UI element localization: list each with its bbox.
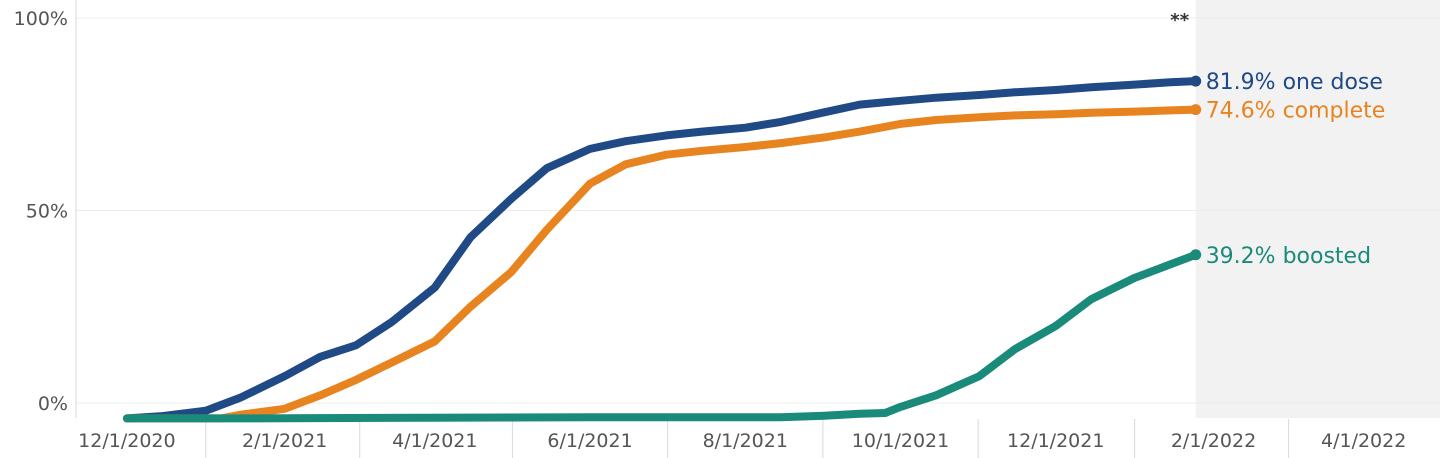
- series-end-label: 39.2% boosted: [1206, 244, 1371, 269]
- series-lines: 81.9% one dose 74.6% complete 39.2% booste…: [122, 70, 1386, 423]
- series-end-label: 81.9% one dose: [1206, 70, 1383, 95]
- y-tick-label: 100%: [14, 8, 68, 30]
- x-axis: 12/1/2020 2/1/2021 4/1/2021 6/1/2021 8/1/202…: [78, 419, 1406, 458]
- x-tick-label: 12/1/2020: [78, 430, 175, 452]
- series-end-point: [1190, 75, 1202, 87]
- x-tick-label: 8/1/2021: [703, 430, 788, 452]
- y-tick-label: 50%: [26, 201, 68, 223]
- x-tick-label: 10/1/2021: [852, 430, 949, 452]
- x-tick-label: 4/1/2022: [1321, 430, 1406, 452]
- series-end-point: [1190, 104, 1202, 116]
- boosted-period-shading: [1195, 0, 1440, 418]
- series-end-point: [1190, 249, 1202, 261]
- series-line: [122, 250, 1200, 423]
- x-tick-label: 6/1/2021: [547, 430, 632, 452]
- y-axis: 0% 50% 100%: [14, 8, 68, 415]
- x-tick-label: 2/1/2022: [1171, 430, 1256, 452]
- y-tick-label: 0%: [38, 393, 68, 415]
- x-tick-label: 2/1/2021: [242, 430, 327, 452]
- series-line: [122, 105, 1200, 423]
- series-line: [122, 77, 1200, 423]
- x-tick-label: 12/1/2021: [1007, 430, 1104, 452]
- x-tick-label: 4/1/2021: [392, 430, 477, 452]
- series-end-label: 74.6% complete: [1206, 99, 1386, 124]
- footnote-marker: **: [1170, 10, 1189, 31]
